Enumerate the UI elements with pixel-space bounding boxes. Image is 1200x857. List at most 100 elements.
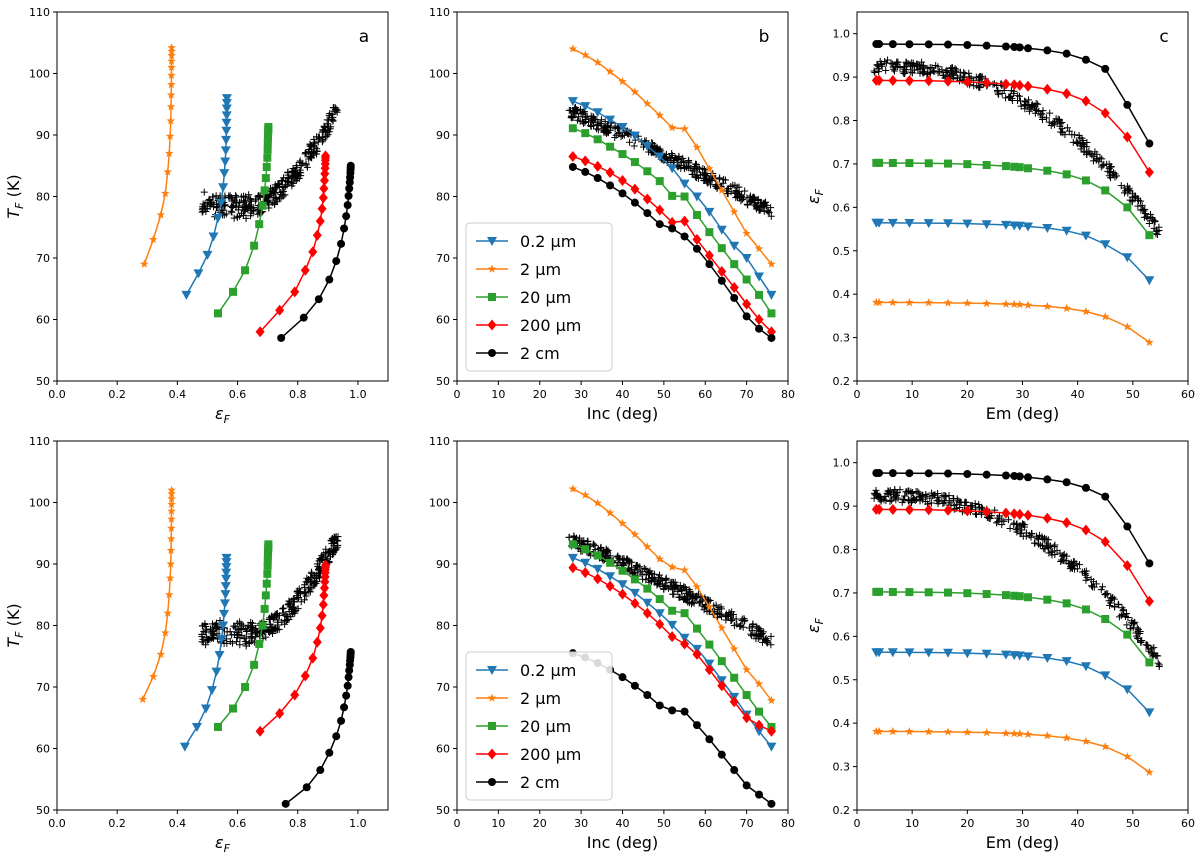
series-200-m <box>568 151 776 338</box>
series-2-m <box>139 43 176 268</box>
series-point <box>606 142 615 151</box>
series-point <box>346 647 355 656</box>
observed-point <box>280 174 288 182</box>
series-point <box>655 618 665 630</box>
observed-point <box>657 577 665 585</box>
series-point <box>1062 478 1071 487</box>
observed-point <box>1106 601 1114 609</box>
series-point <box>742 228 751 238</box>
observed-point <box>329 551 337 559</box>
observed-point <box>1138 637 1146 645</box>
observed-point <box>681 595 689 603</box>
y-axis-label-rest: (K) <box>4 603 23 631</box>
observed-point <box>744 201 752 209</box>
series-point <box>1123 752 1132 761</box>
observed-point <box>929 491 937 499</box>
observed-point <box>870 67 878 75</box>
series-point <box>281 799 290 808</box>
series-point <box>580 558 591 568</box>
x-tick-label: 70 <box>740 388 754 401</box>
series-point <box>1080 231 1091 241</box>
series-point <box>167 43 176 52</box>
legend-marker <box>487 319 497 331</box>
series-point <box>667 631 677 643</box>
series-point <box>982 590 991 599</box>
observed-point <box>754 195 762 203</box>
observed-point <box>1027 533 1035 541</box>
observed-point <box>928 64 936 72</box>
series-point <box>1042 223 1053 233</box>
series-point <box>1024 473 1033 482</box>
y-tick-label: 0.6 <box>833 630 851 643</box>
observed-point <box>200 188 208 196</box>
series-point <box>1081 176 1090 185</box>
series-0-2-m <box>871 648 1155 718</box>
series-point <box>888 469 897 478</box>
observed-point <box>1142 209 1150 217</box>
observed-point <box>1123 621 1131 629</box>
series-point <box>692 582 702 591</box>
series-point <box>982 506 992 518</box>
observed-point <box>270 625 278 633</box>
observed-point <box>1087 575 1095 583</box>
observed-point <box>1115 613 1123 621</box>
series-line <box>876 301 1150 343</box>
observed-point <box>288 607 296 615</box>
observed-point <box>762 202 770 210</box>
observed-point <box>717 605 725 613</box>
observed-point <box>285 177 293 185</box>
series-point <box>605 572 616 582</box>
y-tick-label: 0.4 <box>833 717 851 730</box>
series-point <box>705 640 714 649</box>
y-tick-label: 0.2 <box>833 804 851 817</box>
y-tick-label: 100 <box>29 497 50 510</box>
series-point <box>1122 685 1133 695</box>
observed-point <box>1036 541 1044 549</box>
legend-label: 20 μm <box>520 717 571 736</box>
observed-point <box>1040 545 1048 553</box>
series-point <box>1024 164 1033 173</box>
x-tick-label: 20 <box>960 817 974 830</box>
observed-point <box>693 172 701 180</box>
observed-point <box>303 163 311 171</box>
panel-letter: c <box>1159 27 1168 47</box>
observed-point <box>625 558 633 566</box>
series-point <box>618 189 627 198</box>
observed-point <box>295 585 303 593</box>
series-point <box>874 648 885 658</box>
observed-point <box>1071 565 1079 573</box>
y-tick-label: 90 <box>436 129 450 142</box>
series-point <box>258 201 267 210</box>
x-axis-label: εF <box>215 404 231 426</box>
series-point <box>149 672 158 681</box>
observed-point <box>707 181 715 189</box>
observed-point <box>938 492 946 500</box>
observed-point <box>680 583 688 591</box>
y-axis-label-sub: F <box>13 631 26 638</box>
series-point <box>138 694 148 703</box>
series-point <box>1009 79 1019 91</box>
series-point <box>655 595 664 604</box>
observed-point <box>235 202 243 210</box>
observed-point <box>1154 652 1162 660</box>
series-point <box>1145 658 1154 667</box>
observed-point <box>1076 561 1084 569</box>
series-0-2-m <box>179 553 232 752</box>
y-tick-label: 0.9 <box>833 71 851 84</box>
observed-point <box>1067 559 1075 567</box>
series-point <box>1043 301 1052 311</box>
panel-top-b: 0 10 20 30 40 50 60 70 80 50 60 70 80 90 100 110 Inc (de… <box>429 6 795 423</box>
observed-point <box>604 549 612 557</box>
observed-point <box>764 208 772 216</box>
observed-point <box>231 624 239 632</box>
observed-point <box>247 204 255 212</box>
series-point <box>332 257 341 266</box>
observed-point <box>679 154 687 162</box>
observed-point <box>328 535 336 543</box>
observed-point <box>304 585 312 593</box>
series-point <box>924 588 933 597</box>
y-tick-label: 80 <box>36 191 50 204</box>
series-point <box>212 214 223 224</box>
observed-point <box>592 115 600 123</box>
